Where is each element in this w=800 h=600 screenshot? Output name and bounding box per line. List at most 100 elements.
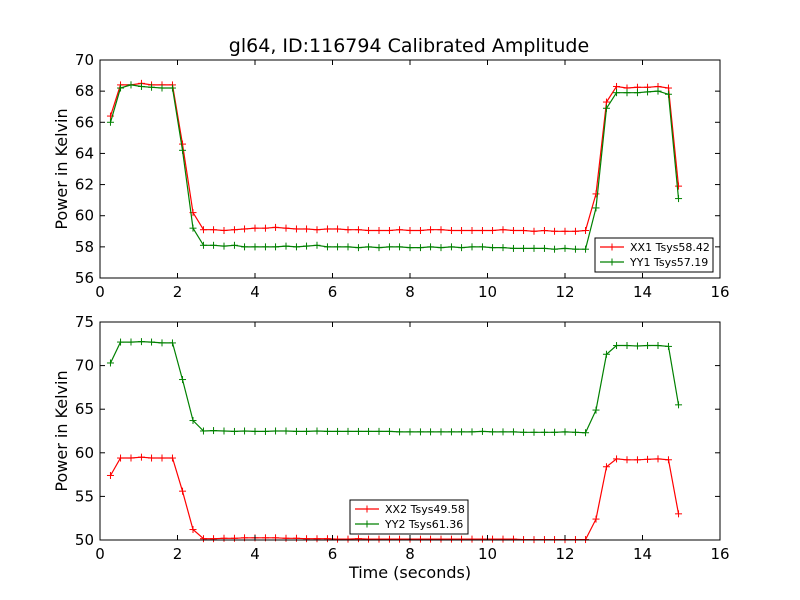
top-data-point bbox=[458, 244, 466, 252]
bottom-data-point bbox=[406, 428, 414, 436]
bottom-data-point bbox=[220, 534, 228, 542]
top-data-point bbox=[582, 227, 590, 235]
top-x-tick-label: 4 bbox=[250, 283, 260, 301]
top-data-point bbox=[540, 227, 548, 235]
bottom-data-point bbox=[117, 338, 125, 346]
bottom-data-point bbox=[602, 463, 610, 471]
bottom-y-tick-label: 55 bbox=[75, 487, 94, 505]
top-data-point bbox=[282, 224, 290, 232]
top-y-tick-label: 70 bbox=[75, 51, 94, 69]
top-data-point bbox=[323, 225, 331, 233]
top-data-point bbox=[168, 84, 176, 92]
top-data-point bbox=[675, 182, 683, 190]
bottom-x-tick-label: 16 bbox=[710, 545, 729, 563]
bottom-data-point bbox=[137, 453, 145, 461]
top-data-point bbox=[334, 243, 342, 251]
top-data-point bbox=[199, 241, 207, 249]
top-data-point bbox=[664, 84, 672, 92]
top-x-tick-label: 12 bbox=[555, 283, 574, 301]
bottom-legend: XX2 Tsys49.58 YY2 Tsys61.36 bbox=[349, 499, 469, 535]
top-data-point bbox=[220, 242, 228, 250]
bottom-legend-label: YY2 Tsys61.36 bbox=[384, 518, 463, 531]
bottom-x-tick-label: 4 bbox=[250, 545, 260, 563]
top-data-point bbox=[530, 244, 538, 252]
bottom-data-point bbox=[230, 427, 238, 435]
bottom-y-tick-label: 60 bbox=[75, 444, 94, 462]
top-data-point bbox=[499, 244, 507, 252]
bottom-data-point bbox=[354, 535, 362, 543]
bottom-data-point bbox=[354, 427, 362, 435]
bottom-data-point bbox=[261, 427, 269, 435]
top-data-point bbox=[582, 245, 590, 253]
bottom-data-point bbox=[189, 526, 197, 534]
bottom-data-point bbox=[251, 427, 259, 435]
top-data-point bbox=[437, 244, 445, 252]
top-data-point bbox=[272, 243, 280, 251]
top-data-point bbox=[272, 223, 280, 231]
top-data-point bbox=[396, 243, 404, 251]
bottom-data-point bbox=[623, 342, 631, 350]
bottom-data-point bbox=[613, 342, 621, 350]
top-data-point bbox=[613, 89, 621, 97]
top-data-point bbox=[540, 244, 548, 252]
top-y-tick-label: 62 bbox=[75, 176, 94, 194]
bottom-data-point bbox=[292, 427, 300, 435]
bottom-x-tick-label: 0 bbox=[95, 545, 105, 563]
bottom-data-point bbox=[117, 454, 125, 462]
top-x-tick-label: 6 bbox=[328, 283, 338, 301]
bottom-data-point bbox=[282, 534, 290, 542]
top-data-point bbox=[520, 244, 528, 252]
bottom-data-point bbox=[623, 456, 631, 464]
bottom-data-point bbox=[427, 535, 435, 543]
top-data-point bbox=[623, 89, 631, 97]
chart-bottom: 0 2 4 6 8 10 12 14 16 50 55 60 65 70 75 Power in Kelvi… bbox=[52, 313, 730, 582]
bottom-data-point bbox=[396, 428, 404, 436]
bottom-data-point bbox=[344, 535, 352, 543]
top-x-tick-label: 8 bbox=[405, 283, 415, 301]
top-data-point bbox=[644, 88, 652, 96]
top-data-point bbox=[251, 224, 259, 232]
top-data-point bbox=[230, 241, 238, 249]
bottom-data-point bbox=[365, 535, 373, 543]
bottom-data-point bbox=[644, 455, 652, 463]
top-data-point bbox=[571, 227, 579, 235]
bottom-data-point bbox=[633, 456, 641, 464]
top-data-point bbox=[344, 226, 352, 234]
bottom-data-point bbox=[365, 427, 373, 435]
bottom-data-point bbox=[447, 428, 455, 436]
bottom-data-point bbox=[633, 342, 641, 350]
top-data-point bbox=[127, 81, 135, 89]
top-data-point bbox=[210, 241, 218, 249]
top-legend-label: XX1 Tsys58.42 bbox=[630, 241, 710, 254]
bottom-data-point bbox=[313, 535, 321, 543]
bottom-data-point bbox=[375, 427, 383, 435]
bottom-data-point bbox=[137, 338, 145, 346]
bottom-y-axis-label: Power in Kelvin bbox=[52, 370, 71, 491]
top-data-point bbox=[489, 227, 497, 235]
top-data-point bbox=[509, 227, 517, 235]
top-series-layer bbox=[106, 79, 683, 253]
top-y-tick-label: 66 bbox=[75, 113, 94, 131]
top-data-point bbox=[313, 241, 321, 249]
top-legend-item: YY1 Tsys57.19 bbox=[600, 256, 708, 269]
bottom-data-point bbox=[334, 535, 342, 543]
bottom-data-point bbox=[416, 535, 424, 543]
bottom-data-point bbox=[551, 428, 559, 436]
top-x-tick-label: 14 bbox=[633, 283, 652, 301]
bottom-data-point bbox=[148, 338, 156, 346]
bottom-data-point bbox=[189, 417, 197, 425]
top-data-point bbox=[365, 243, 373, 251]
bottom-y-tick-label: 75 bbox=[75, 313, 94, 331]
top-x-tick-label: 10 bbox=[478, 283, 497, 301]
top-data-point bbox=[241, 243, 249, 251]
bottom-data-point bbox=[478, 535, 486, 543]
bottom-x-tick-label: 14 bbox=[633, 545, 652, 563]
top-data-point bbox=[416, 227, 424, 235]
top-data-point bbox=[675, 195, 683, 203]
bottom-data-point bbox=[478, 427, 486, 435]
top-x-tick-label: 16 bbox=[710, 283, 729, 301]
top-data-point bbox=[117, 84, 125, 92]
bottom-data-point bbox=[303, 535, 311, 543]
bottom-data-point bbox=[561, 428, 569, 436]
bottom-data-point bbox=[220, 427, 228, 435]
